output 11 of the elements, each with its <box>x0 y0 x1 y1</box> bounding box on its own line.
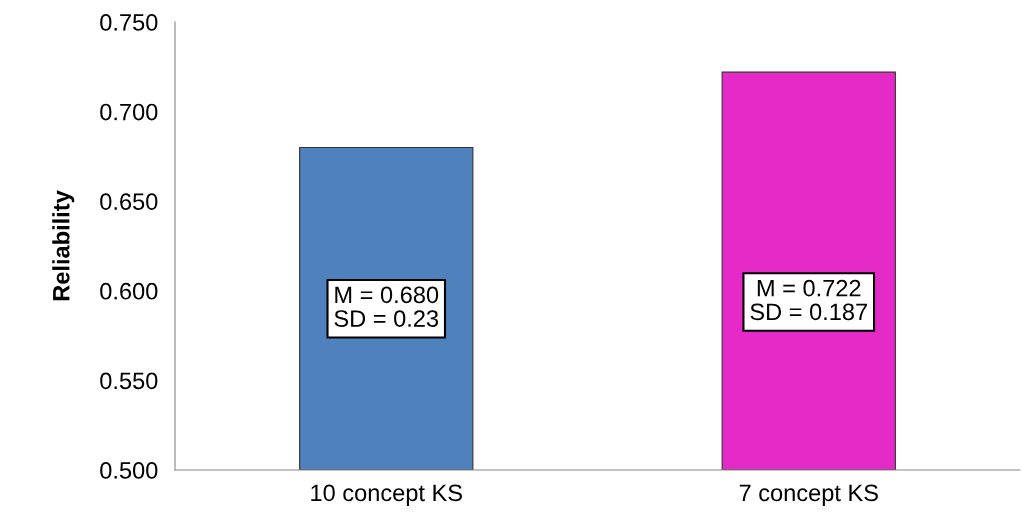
y-tick-label: 0.700 <box>100 103 158 121</box>
x-tick-label: 7 concept KS <box>739 484 878 506</box>
x-tick-label: 10 concept KS <box>311 484 462 506</box>
y-tick-label: 0.750 <box>100 14 158 31</box>
y-axis-title: Reliability <box>52 190 75 301</box>
y-tick-label: 0.500 <box>100 462 158 479</box>
y-tick-label: 0.650 <box>100 193 158 210</box>
y-tick-label: 0.550 <box>100 372 158 390</box>
annotation: M = 0.722 SD = 0.187 <box>750 279 867 321</box>
annotation: M = 0.680 SD = 0.23 <box>334 286 439 327</box>
y-tick-label: 0.600 <box>100 282 158 300</box>
